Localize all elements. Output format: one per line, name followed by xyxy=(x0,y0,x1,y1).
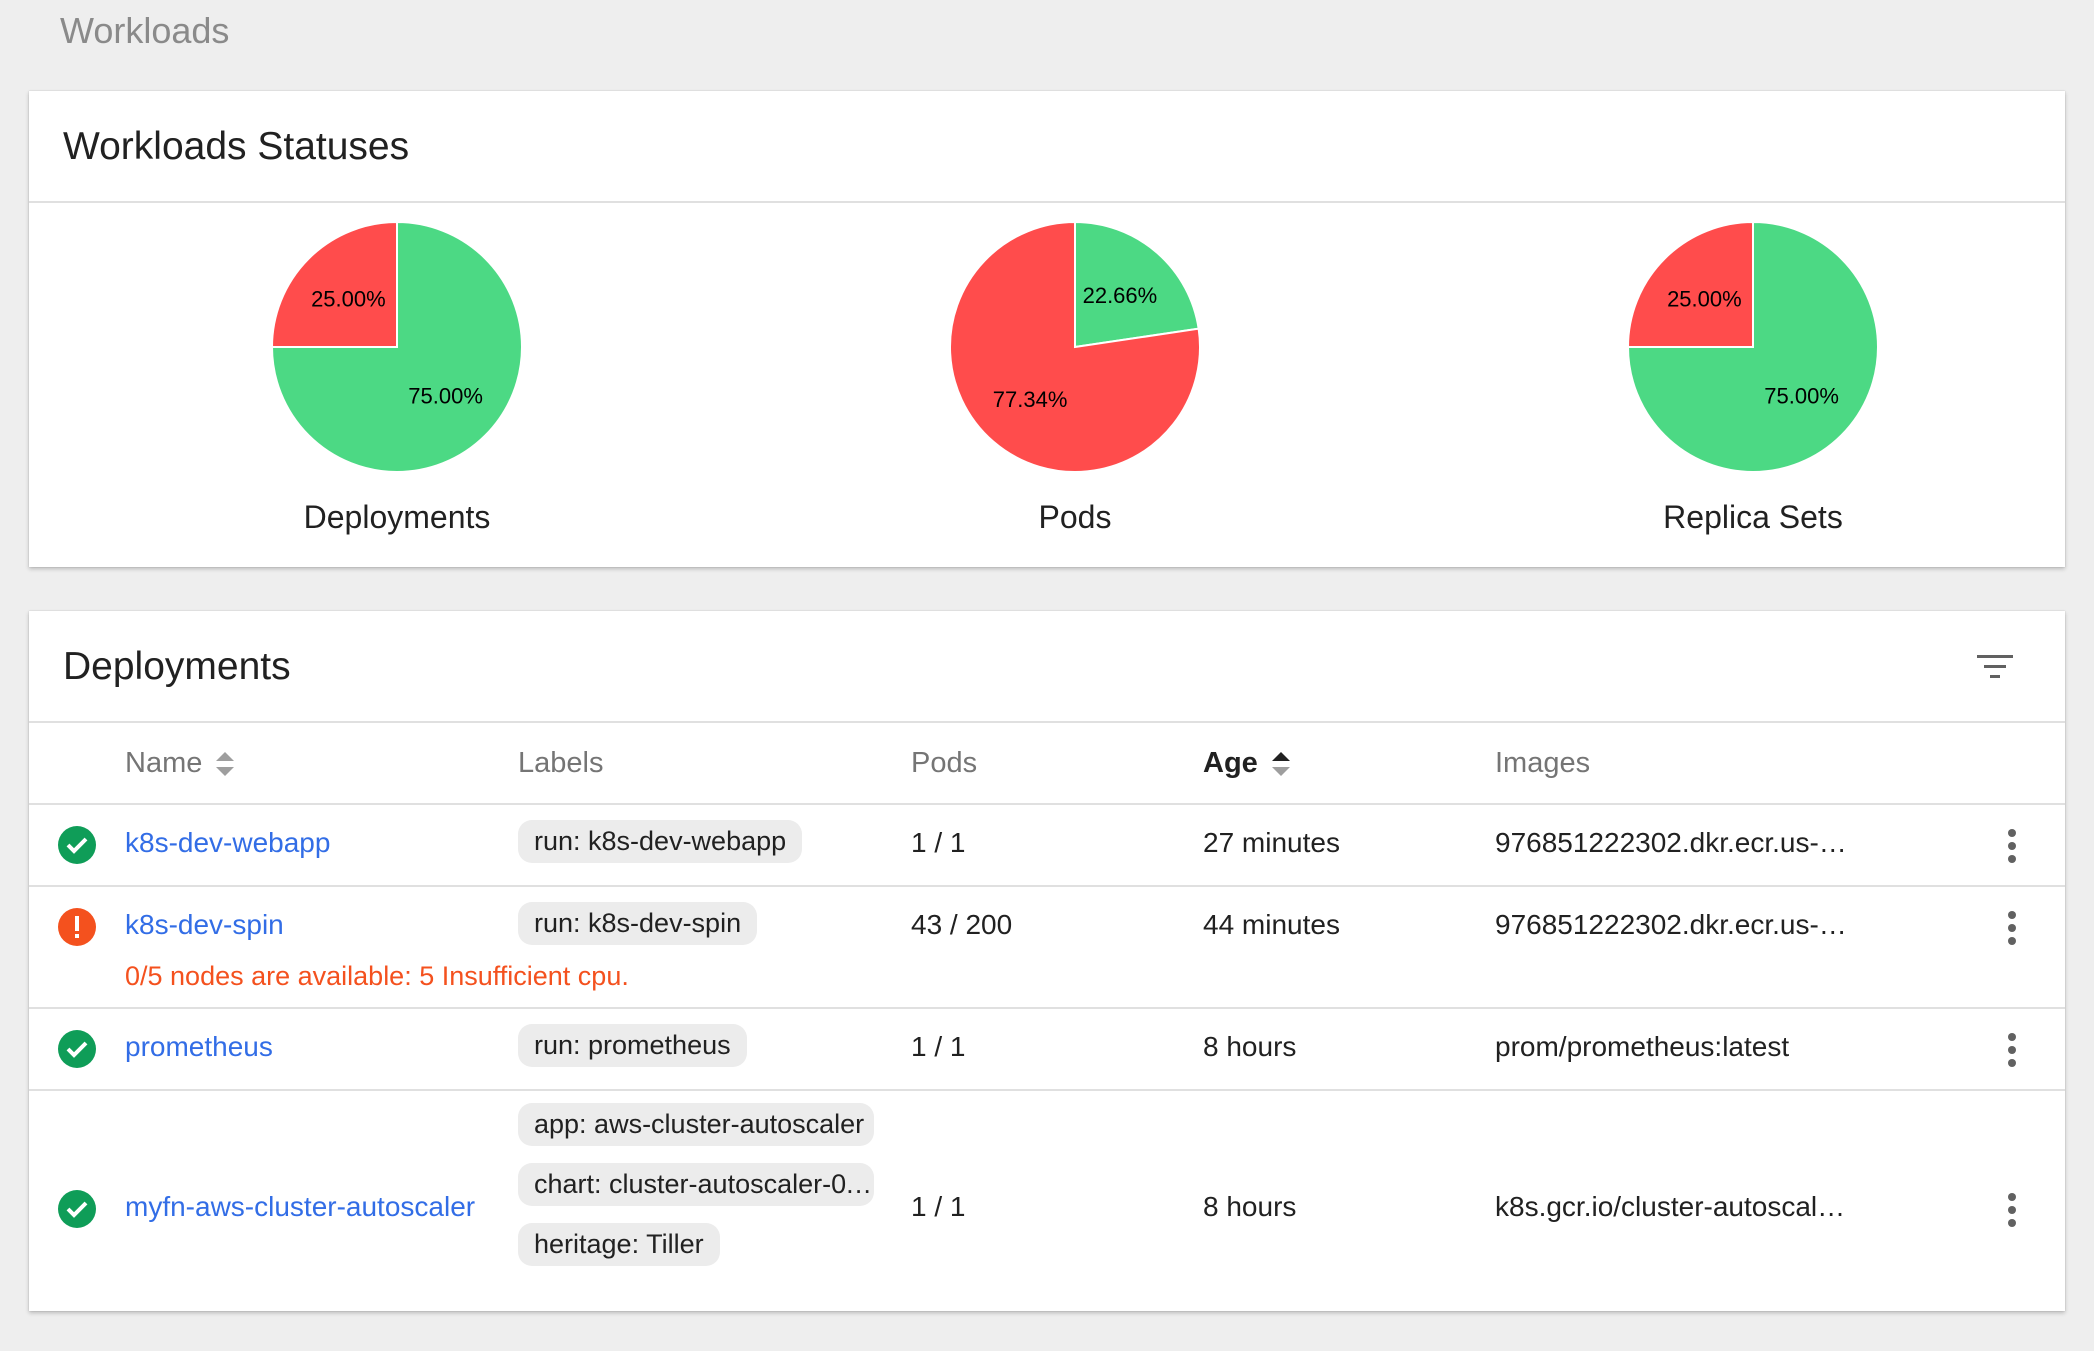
table-row: k8s-dev-spin run: k8s-dev-spin 43 / 200 … xyxy=(29,887,2065,1009)
exclamation-circle-icon xyxy=(58,908,96,946)
sort-icon[interactable] xyxy=(214,748,236,780)
deployments-header: Deployments xyxy=(29,611,2065,723)
images-cell: k8s.gcr.io/cluster-autoscal… xyxy=(1495,1191,1846,1222)
pie-slice xyxy=(949,220,1201,473)
column-header-labels: Labels xyxy=(518,747,604,779)
more-vert-icon[interactable] xyxy=(2007,910,2017,946)
images-cell: prom/prometheus:latest xyxy=(1495,1031,1790,1062)
labels-cell: app: aws-cluster-autoscaler chart: clust… xyxy=(518,1103,874,1283)
pie-slice-label: 77.34% xyxy=(993,387,1068,412)
pie-slice-label: 75.00% xyxy=(1764,384,1839,409)
deployment-name-link[interactable]: k8s-dev-webapp xyxy=(125,827,331,858)
sort-icon[interactable] xyxy=(1270,748,1292,780)
pie-replica-sets: 75.00% 25.00% Replica Sets xyxy=(1553,203,1953,536)
label-chip: heritage: Tiller xyxy=(518,1223,720,1266)
error-message: 0/5 nodes are available: 5 Insufficient … xyxy=(125,961,629,991)
column-header-images: Images xyxy=(1495,747,1591,779)
page-title: Workloads xyxy=(60,10,230,51)
label-chip: run: prometheus xyxy=(518,1024,747,1067)
statuses-header: Workloads Statuses xyxy=(29,91,2065,203)
deployment-name-link[interactable]: prometheus xyxy=(125,1031,273,1062)
age-cell: 44 minutes xyxy=(1203,909,1340,940)
pie-slice xyxy=(270,220,523,473)
pie-slice xyxy=(1074,220,1200,349)
pie-chart-deployments: 75.00% 25.00% xyxy=(270,220,523,473)
pods-cell: 1 / 1 xyxy=(911,1031,966,1062)
age-cell: 8 hours xyxy=(1203,1031,1297,1062)
pie-slice xyxy=(270,220,398,348)
column-header-age-label: Age xyxy=(1203,747,1258,779)
column-header-age[interactable]: Age xyxy=(1203,747,1292,780)
pie-deployments: 75.00% 25.00% Deployments xyxy=(197,203,597,536)
pie-slice-label: 22.66% xyxy=(1083,283,1158,308)
labels-cell: run: prometheus xyxy=(518,1024,747,1074)
filter-icon[interactable] xyxy=(1975,651,2015,683)
statuses-title: Workloads Statuses xyxy=(63,125,410,168)
pie-caption-pods: Pods xyxy=(1038,499,1112,535)
pods-cell: 1 / 1 xyxy=(911,827,966,858)
images-cell: 976851222302.dkr.ecr.us-… xyxy=(1495,909,1847,940)
pie-slice xyxy=(1626,220,1879,473)
deployments-card: Deployments Name Labels Pods Age xyxy=(29,611,2065,1311)
age-cell: 27 minutes xyxy=(1203,827,1340,858)
deployment-name-link[interactable]: myfn-aws-cluster-autoscaler xyxy=(125,1191,476,1222)
check-circle-icon xyxy=(58,1190,96,1228)
deployments-title: Deployments xyxy=(63,645,291,688)
check-circle-icon xyxy=(58,826,96,864)
column-header-name[interactable]: Name xyxy=(125,747,236,780)
column-header-pods: Pods xyxy=(911,747,978,779)
label-chip: app: aws-cluster-autoscaler xyxy=(518,1103,874,1146)
pods-cell: 1 / 1 xyxy=(911,1191,966,1222)
pie-slice-label: 25.00% xyxy=(1667,286,1742,311)
table-header: Name Labels Pods Age Images xyxy=(29,723,2065,805)
pie-slice-label: 25.00% xyxy=(311,286,386,311)
labels-cell: run: k8s-dev-spin xyxy=(518,902,758,952)
pie-caption-replica-sets: Replica Sets xyxy=(1663,499,1843,535)
label-chip: run: k8s-dev-spin xyxy=(518,902,758,945)
more-vert-icon[interactable] xyxy=(2007,1192,2017,1228)
pods-cell: 43 / 200 xyxy=(911,909,1013,940)
check-circle-icon xyxy=(58,1030,96,1068)
table-row: myfn-aws-cluster-autoscaler app: aws-clu… xyxy=(29,1091,2065,1351)
workloads-statuses-card: Workloads Statuses 75.00% 25.00% Deployme… xyxy=(29,91,2065,567)
pie-pods: 22.66% 77.34% Pods xyxy=(875,203,1275,536)
table-row: prometheus run: prometheus 1 / 1 8 hours… xyxy=(29,1009,2065,1091)
age-cell: 8 hours xyxy=(1203,1191,1297,1222)
more-vert-icon[interactable] xyxy=(2007,828,2017,864)
label-chip: run: k8s-dev-webapp xyxy=(518,820,803,863)
pie-chart-pods: 22.66% 77.34% xyxy=(949,220,1201,473)
table-row: k8s-dev-webapp run: k8s-dev-webapp 1 / 1… xyxy=(29,805,2065,887)
pie-chart-replica-sets: 75.00% 25.00% xyxy=(1626,220,1879,473)
pie-slice xyxy=(1626,220,1754,348)
label-chip: chart: cluster-autoscaler-0.… xyxy=(518,1163,874,1206)
labels-cell: run: k8s-dev-webapp xyxy=(518,820,803,870)
column-header-name-label: Name xyxy=(125,747,203,779)
more-vert-icon[interactable] xyxy=(2007,1032,2017,1068)
pie-caption-deployments: Deployments xyxy=(303,499,491,535)
deployment-name-link[interactable]: k8s-dev-spin xyxy=(125,909,284,940)
deployments-table: Name Labels Pods Age Images xyxy=(29,723,2065,1351)
images-cell: 976851222302.dkr.ecr.us-… xyxy=(1495,827,1847,858)
pie-slice-label: 75.00% xyxy=(408,384,483,409)
